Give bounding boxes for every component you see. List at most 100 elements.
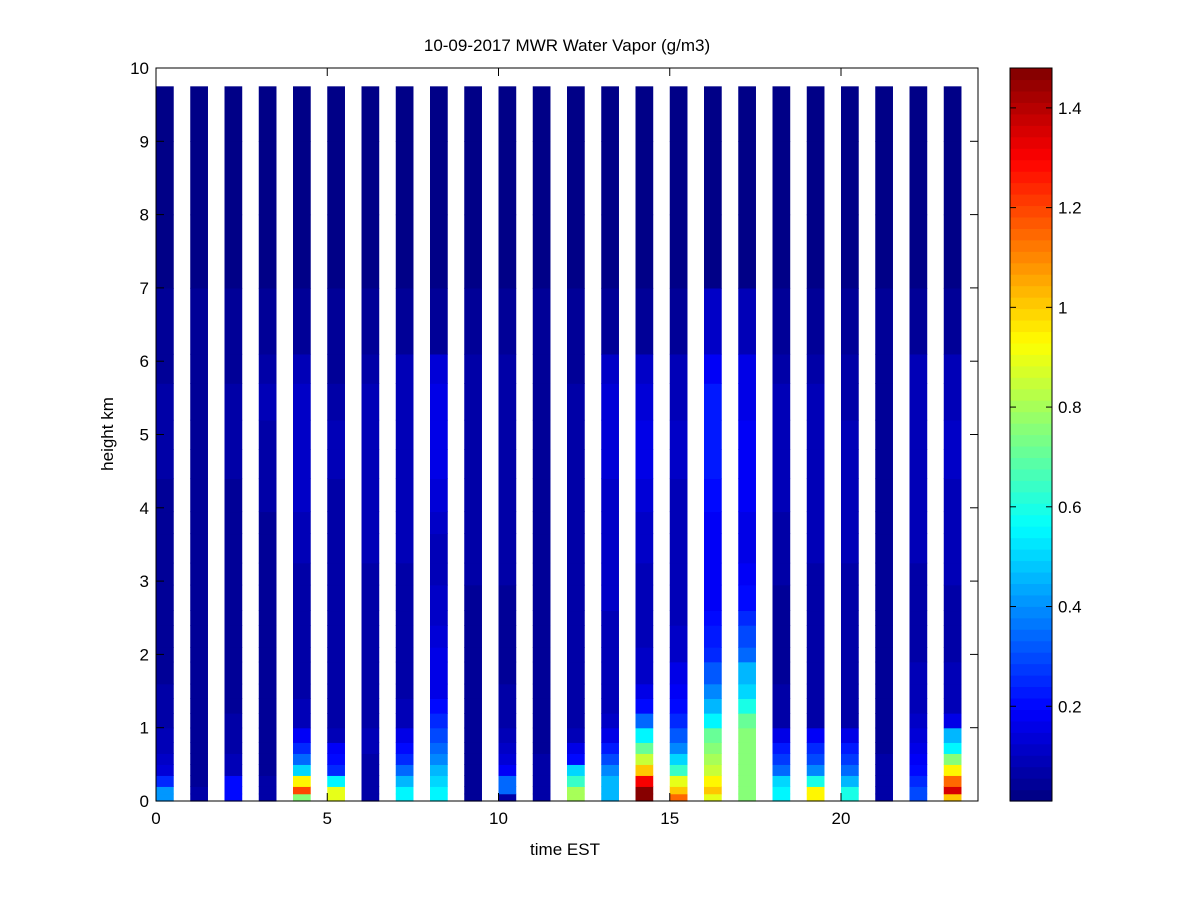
heatmap-cell xyxy=(567,764,585,776)
heatmap-cell xyxy=(841,141,859,216)
heatmap-cell xyxy=(395,287,414,355)
heatmap-cell xyxy=(224,533,243,564)
heatmap-cell xyxy=(669,533,688,564)
heatmap-cell xyxy=(361,141,380,216)
heatmap-cell xyxy=(156,86,174,142)
heatmap-cell xyxy=(875,683,893,699)
heatmap-cell xyxy=(601,562,619,586)
heatmap-cell xyxy=(704,764,722,776)
colorbar-segment xyxy=(1010,617,1052,630)
heatmap-cell xyxy=(806,625,825,648)
heatmap-cell xyxy=(704,449,722,480)
heatmap-cell xyxy=(841,764,859,776)
heatmap-cell xyxy=(806,661,825,685)
heatmap-cell xyxy=(943,742,962,754)
heatmap-cell xyxy=(943,753,962,765)
heatmap-cell xyxy=(567,141,585,216)
x-tick-label: 0 xyxy=(151,809,160,828)
heatmap-cell xyxy=(841,86,859,142)
heatmap-cell xyxy=(567,478,585,513)
heatmap-cell xyxy=(498,353,517,384)
heatmap-cell xyxy=(156,764,174,776)
heatmap-cell xyxy=(430,742,448,754)
heatmap-cell xyxy=(361,449,380,480)
heatmap-cell xyxy=(327,353,345,384)
heatmap-cell xyxy=(567,584,585,612)
heatmap-cell xyxy=(772,419,791,450)
heatmap-cell xyxy=(669,647,688,663)
heatmap-cell xyxy=(806,86,825,142)
colorbar-segment xyxy=(1010,365,1052,378)
heatmap-cell xyxy=(464,214,482,289)
heatmap-cell xyxy=(190,786,208,795)
heatmap-cell xyxy=(875,625,893,648)
heatmap-cell xyxy=(430,625,448,648)
heatmap-cell xyxy=(738,419,756,450)
heatmap-cell xyxy=(909,753,928,765)
heatmap-cell xyxy=(738,511,756,535)
heatmap-cell xyxy=(430,353,448,384)
heatmap-cell xyxy=(909,764,928,776)
heatmap-cell xyxy=(567,625,585,648)
heatmap-cell xyxy=(464,86,482,142)
heatmap-cell xyxy=(875,647,893,663)
heatmap-cell xyxy=(395,214,414,289)
heatmap-cell xyxy=(738,661,756,685)
heatmap-cell xyxy=(567,511,585,535)
heatmap-cell xyxy=(464,449,482,480)
heatmap-cell xyxy=(909,775,928,787)
colorbar-segment xyxy=(1010,445,1052,458)
heatmap-cell xyxy=(327,478,345,513)
heatmap-cell xyxy=(293,793,311,802)
heatmap-cell xyxy=(532,584,551,612)
colorbar-segment xyxy=(1010,571,1052,584)
heatmap-cell xyxy=(875,775,893,787)
colorbar-segment xyxy=(1010,503,1052,516)
heatmap-cell xyxy=(704,562,722,586)
heatmap-cell xyxy=(738,753,756,765)
heatmap-cell xyxy=(635,584,654,612)
heatmap-cell xyxy=(190,698,208,714)
heatmap-cell xyxy=(601,764,619,776)
heatmap-cell xyxy=(361,793,380,802)
heatmap-cell xyxy=(704,610,722,626)
heatmap-cell xyxy=(567,786,585,795)
colorbar-segment xyxy=(1010,68,1052,81)
heatmap-cell xyxy=(738,610,756,626)
heatmap-cell xyxy=(943,698,962,714)
heatmap-cell xyxy=(738,353,756,384)
heatmap-cell xyxy=(601,727,619,743)
heatmap-cell xyxy=(704,86,722,142)
colorbar-segment xyxy=(1010,709,1052,722)
heatmap-cell xyxy=(224,698,243,714)
heatmap-cell xyxy=(567,383,585,421)
heatmap-cell xyxy=(704,786,722,795)
heatmap-cell xyxy=(190,86,208,142)
heatmap-cell xyxy=(327,683,345,699)
heatmap-cell xyxy=(156,584,174,612)
heatmap-cell xyxy=(601,584,619,612)
heatmap-cell xyxy=(498,661,517,685)
heatmap-cell xyxy=(327,562,345,586)
heatmap-cell xyxy=(464,141,482,216)
heatmap-cell xyxy=(875,793,893,802)
colorbar-segment xyxy=(1010,102,1052,115)
heatmap-cell xyxy=(943,419,962,450)
heatmap-cell xyxy=(156,753,174,765)
heatmap-cell xyxy=(601,287,619,355)
heatmap-cell xyxy=(738,698,756,714)
heatmap-cell xyxy=(738,625,756,648)
heatmap-cell xyxy=(190,353,208,384)
heatmap-cell xyxy=(943,511,962,535)
heatmap-cell xyxy=(601,793,619,802)
heatmap-cell xyxy=(498,764,517,776)
heatmap-cell xyxy=(532,562,551,586)
heatmap-cell xyxy=(772,625,791,648)
heatmap-cell xyxy=(293,625,311,648)
heatmap-cell xyxy=(738,764,756,776)
heatmap-cell xyxy=(601,449,619,480)
heatmap-cell xyxy=(156,683,174,699)
heatmap-cell xyxy=(909,383,928,421)
heatmap-cell xyxy=(293,511,311,535)
heatmap-cell xyxy=(738,449,756,480)
